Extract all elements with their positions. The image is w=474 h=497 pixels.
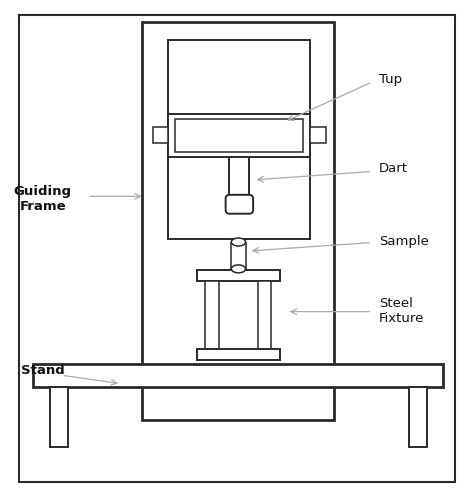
- FancyBboxPatch shape: [168, 40, 310, 239]
- FancyBboxPatch shape: [229, 157, 249, 199]
- Text: Stand: Stand: [21, 364, 64, 377]
- FancyBboxPatch shape: [409, 387, 427, 447]
- FancyBboxPatch shape: [197, 349, 280, 360]
- FancyBboxPatch shape: [19, 15, 455, 482]
- FancyBboxPatch shape: [205, 281, 219, 350]
- FancyBboxPatch shape: [33, 364, 443, 387]
- FancyBboxPatch shape: [142, 22, 334, 420]
- FancyBboxPatch shape: [197, 270, 280, 281]
- Text: Tup: Tup: [379, 73, 402, 86]
- FancyBboxPatch shape: [175, 119, 303, 152]
- Text: Dart: Dart: [379, 163, 408, 175]
- Ellipse shape: [231, 265, 246, 273]
- FancyBboxPatch shape: [153, 127, 168, 143]
- Text: Sample: Sample: [379, 235, 429, 248]
- FancyBboxPatch shape: [258, 281, 271, 350]
- Text: Guiding
Frame: Guiding Frame: [14, 185, 72, 213]
- FancyBboxPatch shape: [226, 195, 253, 214]
- FancyBboxPatch shape: [50, 387, 68, 447]
- FancyBboxPatch shape: [231, 243, 246, 270]
- FancyBboxPatch shape: [310, 127, 326, 143]
- FancyBboxPatch shape: [168, 114, 310, 157]
- Text: Steel
Fixture: Steel Fixture: [379, 297, 425, 325]
- Ellipse shape: [231, 238, 246, 246]
